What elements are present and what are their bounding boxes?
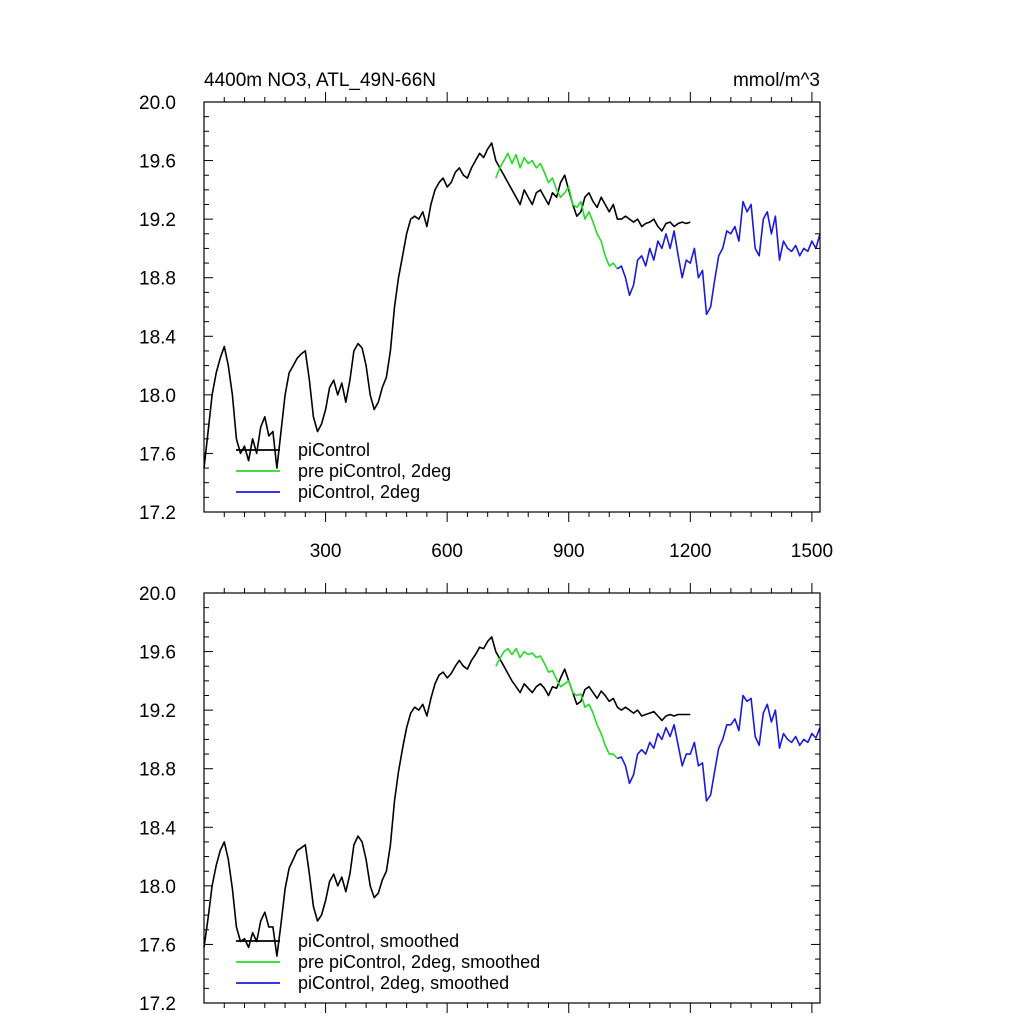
legend-label: pre piControl, 2deg [298, 461, 451, 481]
legend-label: piControl, 2deg, smoothed [298, 973, 509, 993]
x-tick-label: 1500 [791, 541, 833, 562]
legend-label: pre piControl, 2deg, smoothed [298, 952, 540, 972]
bottom-panel: 17.2 17.6 18.0 18.4 18.8 19.2 19.6 20.0 piContro… [139, 583, 821, 1015]
y-tick-label: 18.8 [139, 760, 176, 781]
chart-title: 4400m NO3, ATL_49N-66N [204, 70, 436, 91]
series-line-picontrol-2deg [616, 200, 821, 316]
y-tick-label: 18.4 [139, 327, 176, 348]
x-tick-label: 1200 [669, 541, 711, 562]
y-tick-label: 20.0 [139, 93, 176, 114]
y-tick-label: 18.8 [139, 269, 176, 290]
x-tick-label: 300 [310, 541, 342, 562]
y-tick-label: 18.0 [139, 386, 176, 407]
legend-label: piControl [298, 440, 370, 460]
series-line-pre-picontrol-2deg [495, 152, 619, 270]
y-tick-label: 18.0 [139, 877, 176, 898]
y-tick-label: 17.2 [139, 994, 176, 1015]
y-tick-label: 20.0 [139, 584, 176, 605]
x-tick-label: 900 [553, 541, 585, 562]
y-tick-label: 17.6 [139, 935, 176, 956]
top-panel: 17.2 17.6 18.0 18.4 18.8 19.2 19.6 20.0 300 600 90… [139, 92, 833, 562]
y-tick-label: 18.4 [139, 818, 176, 839]
series-line-picontrol [203, 142, 691, 469]
x-tick-label: 600 [431, 541, 463, 562]
y-tick-label: 19.6 [139, 643, 176, 664]
y-tick-label: 17.2 [139, 503, 176, 524]
y-tick-label: 19.2 [139, 701, 176, 722]
series-line-picontrol-2deg-smoothed [617, 694, 821, 802]
chart-units: mmol/m^3 [733, 70, 820, 91]
y-tick-label: 19.2 [139, 210, 176, 231]
legend-label: piControl, smoothed [298, 931, 459, 951]
y-tick-label: 17.6 [139, 444, 176, 465]
legend-label: piControl, 2deg [298, 482, 420, 502]
series-line-picontrol-smoothed [203, 636, 691, 957]
series-line-pre-picontrol-2deg-smoothed [495, 647, 618, 760]
y-tick-label: 19.6 [139, 152, 176, 173]
